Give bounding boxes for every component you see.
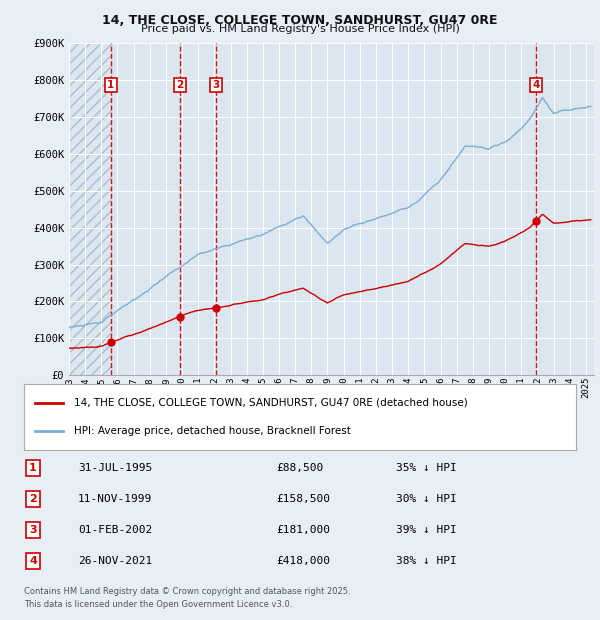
Text: 4: 4 — [29, 556, 37, 566]
Text: 14, THE CLOSE, COLLEGE TOWN, SANDHURST, GU47 0RE (detached house): 14, THE CLOSE, COLLEGE TOWN, SANDHURST, … — [74, 397, 467, 407]
Text: 2: 2 — [29, 494, 37, 504]
Bar — [69, 43, 110, 375]
Text: 14, THE CLOSE, COLLEGE TOWN, SANDHURST, GU47 0RE: 14, THE CLOSE, COLLEGE TOWN, SANDHURST, … — [102, 14, 498, 27]
Text: Contains HM Land Registry data © Crown copyright and database right 2025.: Contains HM Land Registry data © Crown c… — [24, 587, 350, 596]
Text: 3: 3 — [29, 525, 37, 535]
Text: £181,000: £181,000 — [276, 525, 330, 535]
Text: HPI: Average price, detached house, Bracknell Forest: HPI: Average price, detached house, Brac… — [74, 427, 350, 436]
Text: This data is licensed under the Open Government Licence v3.0.: This data is licensed under the Open Gov… — [24, 600, 292, 609]
Text: £158,500: £158,500 — [276, 494, 330, 504]
Text: 35% ↓ HPI: 35% ↓ HPI — [396, 463, 457, 473]
Text: 26-NOV-2021: 26-NOV-2021 — [78, 556, 152, 566]
Text: 2: 2 — [176, 80, 184, 90]
Text: £418,000: £418,000 — [276, 556, 330, 566]
Text: £88,500: £88,500 — [276, 463, 323, 473]
Text: 30% ↓ HPI: 30% ↓ HPI — [396, 494, 457, 504]
Text: 1: 1 — [29, 463, 37, 473]
Text: 11-NOV-1999: 11-NOV-1999 — [78, 494, 152, 504]
Text: 4: 4 — [532, 80, 539, 90]
Text: 01-FEB-2002: 01-FEB-2002 — [78, 525, 152, 535]
Text: 3: 3 — [212, 80, 220, 90]
Text: 31-JUL-1995: 31-JUL-1995 — [78, 463, 152, 473]
Text: 39% ↓ HPI: 39% ↓ HPI — [396, 525, 457, 535]
Text: 1: 1 — [107, 80, 115, 90]
Text: 38% ↓ HPI: 38% ↓ HPI — [396, 556, 457, 566]
Text: Price paid vs. HM Land Registry's House Price Index (HPI): Price paid vs. HM Land Registry's House … — [140, 24, 460, 34]
